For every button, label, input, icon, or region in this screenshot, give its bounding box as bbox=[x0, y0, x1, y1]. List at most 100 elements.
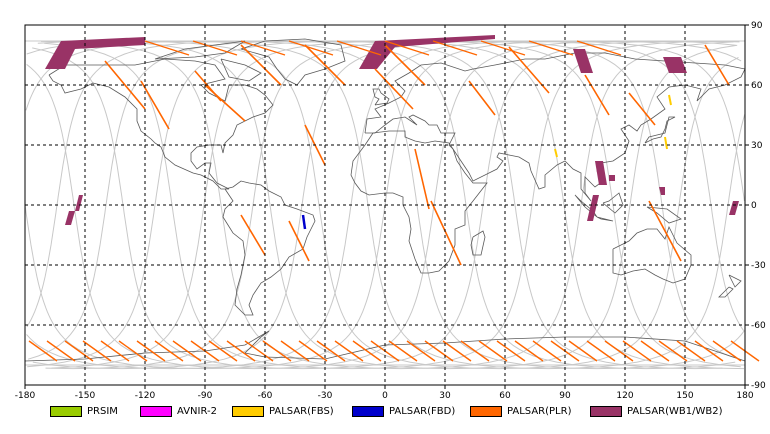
palsar-plr-track bbox=[648, 200, 682, 262]
palsar-plr-track bbox=[496, 340, 526, 362]
palsar-plr-track bbox=[262, 340, 292, 362]
legend-swatch-palsar-plr bbox=[470, 405, 502, 417]
lon-tick-label: 150 bbox=[676, 391, 693, 401]
palsar-wb-swath bbox=[65, 211, 75, 225]
legend-label-palsar-fbs: PALSAR(FBS) bbox=[269, 405, 334, 417]
lon-tick-label: 180 bbox=[736, 391, 753, 401]
palsar-plr-track bbox=[432, 40, 478, 56]
palsar-plr-track bbox=[622, 340, 652, 362]
orbit-track bbox=[51, 204, 205, 369]
orbit-track bbox=[433, 40, 742, 206]
orbit-track bbox=[252, 40, 741, 368]
coastline bbox=[240, 38, 346, 86]
lon-tick-label: -180 bbox=[15, 391, 36, 401]
coastline bbox=[154, 40, 246, 60]
palsar-plr-track bbox=[384, 40, 430, 56]
palsar-wb-swath bbox=[609, 175, 615, 181]
palsar-plr-track bbox=[172, 340, 202, 362]
orbit-track bbox=[32, 204, 303, 370]
orbit-track bbox=[203, 40, 745, 370]
palsar-plr-track bbox=[240, 44, 282, 86]
legend-swatch-palsar-wb bbox=[590, 405, 622, 417]
orbit-track bbox=[32, 47, 484, 370]
palsar-wb-swath bbox=[45, 37, 145, 69]
legend-swatch-palsar-fbd bbox=[352, 405, 384, 417]
orbit-track bbox=[350, 40, 745, 331]
orbit-track bbox=[37, 40, 631, 370]
palsar-plr-track bbox=[442, 340, 472, 362]
palsar-wb-swath bbox=[75, 195, 83, 211]
palsar-plr-track bbox=[528, 40, 574, 56]
palsar-plr-track bbox=[604, 340, 634, 362]
palsar-plr-track bbox=[374, 68, 414, 110]
legend-swatch-palsar-fbs bbox=[232, 405, 264, 417]
orbit-track bbox=[26, 204, 58, 328]
orbit-track bbox=[25, 40, 729, 370]
palsar-plr-track bbox=[304, 44, 346, 86]
lat-tick-label: -60 bbox=[751, 321, 766, 331]
orbit-track bbox=[678, 56, 739, 206]
coastline bbox=[24, 330, 746, 362]
palsar-plr-track bbox=[460, 340, 490, 362]
coastline bbox=[470, 230, 486, 256]
orbit-track bbox=[26, 40, 680, 370]
palsar-wb-swath bbox=[663, 57, 687, 73]
palsar-plr-track bbox=[298, 340, 328, 362]
palsar-plr-track bbox=[316, 340, 346, 362]
palsar-plr-track bbox=[676, 340, 706, 362]
palsar-plr-track bbox=[334, 340, 364, 362]
palsar-fbs-track bbox=[664, 136, 668, 150]
lon-tick-label: 120 bbox=[616, 391, 633, 401]
orbit-track bbox=[26, 64, 435, 370]
orbit-track bbox=[27, 204, 107, 360]
palsar-plr-track bbox=[430, 200, 462, 266]
orbit-track bbox=[26, 204, 352, 370]
coastline bbox=[222, 180, 316, 316]
orbit-track bbox=[580, 41, 734, 206]
palsar-plr-track bbox=[576, 40, 622, 56]
palsar-plr-track bbox=[240, 214, 266, 256]
palsar-plr-track bbox=[100, 340, 130, 362]
lon-tick-label: -30 bbox=[318, 391, 333, 401]
palsar-fbs-track bbox=[554, 148, 558, 158]
coastline bbox=[350, 130, 488, 274]
lon-tick-label: 0 bbox=[382, 391, 388, 401]
legend-item-palsar-wb: PALSAR(WB1/WB2) bbox=[590, 404, 723, 418]
palsar-plr-track bbox=[136, 340, 166, 362]
palsar-plr-track bbox=[414, 148, 430, 210]
lon-tick-label: -150 bbox=[75, 391, 96, 401]
legend-label-prsim: PRSIM bbox=[87, 405, 118, 417]
palsar-plr-track bbox=[226, 340, 256, 362]
orbit-track bbox=[45, 204, 254, 370]
legend-swatch-avnir2 bbox=[140, 405, 172, 417]
palsar-plr-track bbox=[104, 60, 146, 110]
palsar-plr-track bbox=[28, 340, 58, 362]
legend-label-palsar-fbd: PALSAR(FBD) bbox=[389, 405, 456, 417]
coastline bbox=[372, 88, 390, 106]
coastline bbox=[718, 286, 734, 298]
palsar-plr-track bbox=[694, 340, 724, 362]
palsar-plr-track bbox=[424, 340, 454, 362]
legend-item-palsar-fbd: PALSAR(FBD) bbox=[352, 404, 455, 418]
lat-tick-label: 60 bbox=[751, 81, 763, 91]
palsar-plr-track bbox=[208, 340, 238, 362]
palsar-wb-swath bbox=[729, 201, 739, 215]
lon-tick-label: 30 bbox=[439, 391, 451, 401]
palsar-plr-track bbox=[352, 340, 382, 362]
orbit-track bbox=[154, 40, 723, 370]
palsar-plr-track bbox=[288, 40, 334, 56]
palsar-plr-track bbox=[244, 340, 274, 362]
legend-item-palsar-plr: PALSAR(PLR) bbox=[470, 404, 571, 418]
palsar-wb-swath bbox=[587, 195, 599, 221]
legend-label-avnir2: AVNIR-2 bbox=[177, 405, 217, 417]
palsar-plr-track bbox=[532, 340, 562, 362]
palsar-plr-track bbox=[704, 44, 730, 86]
legend-swatch-prsim bbox=[50, 405, 82, 417]
palsar-plr-track bbox=[406, 340, 436, 362]
palsar-fbs-track bbox=[668, 94, 672, 106]
palsar-plr-track bbox=[480, 40, 526, 56]
lon-tick-label: 60 bbox=[499, 391, 511, 401]
lon-tick-label: 90 bbox=[559, 391, 571, 401]
palsar-plr-track bbox=[478, 340, 508, 362]
